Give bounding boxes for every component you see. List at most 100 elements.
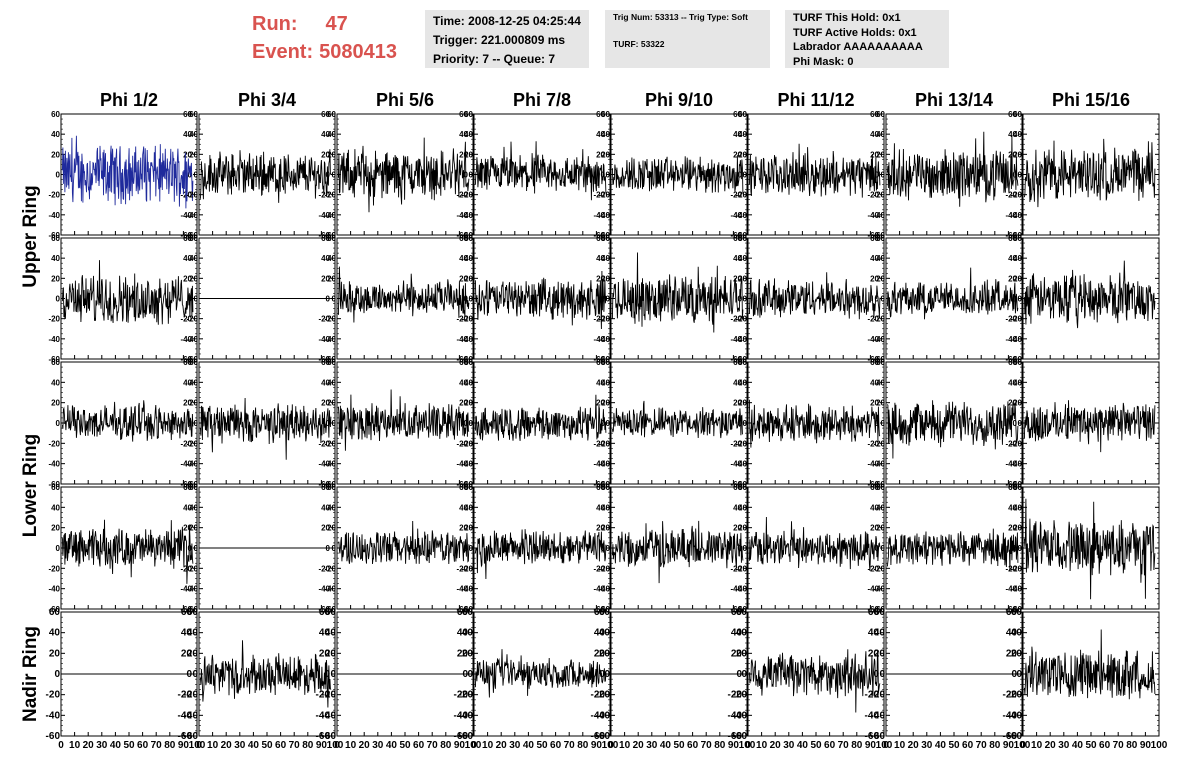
y-tick-label: -20: [867, 191, 879, 200]
y-tick-label: -40: [1005, 211, 1017, 220]
y-tick-label: 60: [876, 483, 885, 492]
y-tick-label: 60: [1008, 358, 1017, 367]
waveform-trace: [611, 252, 744, 333]
y-tick-label: 20: [1008, 150, 1017, 159]
y-tick-label: 60: [868, 607, 880, 618]
y-tick-label: 20: [321, 274, 330, 283]
x-tick-label: 70: [151, 740, 163, 751]
y-tick-label: 60: [183, 483, 192, 492]
x-tick-label: 60: [1099, 740, 1111, 751]
waveform-trace: [1023, 629, 1156, 700]
x-tick-label: 0: [745, 740, 751, 751]
y-tick-label: -20: [1005, 439, 1017, 448]
y-tick-label: 0: [1013, 419, 1018, 428]
column-header: Phi 13/14: [915, 90, 993, 110]
x-tick-label: 10: [894, 740, 906, 751]
y-tick-label: 60: [596, 234, 605, 243]
waveform-trace: [337, 520, 470, 565]
column-header: Phi 5/6: [376, 90, 434, 110]
y-tick-label: -40: [598, 460, 610, 469]
y-tick-label: -40: [730, 211, 742, 220]
y-tick-label: -60: [728, 731, 743, 742]
y-tick-label: -60: [735, 480, 747, 489]
y-tick-label: 60: [51, 358, 60, 367]
y-tick-label: -40: [593, 211, 605, 220]
y-tick-label: -20: [733, 690, 748, 701]
x-tick-label: 20: [1045, 740, 1057, 751]
y-tick-label: 20: [327, 150, 336, 159]
y-tick-label: 60: [464, 358, 473, 367]
y-tick-label: -60: [730, 231, 742, 240]
x-tick-label: 0: [58, 740, 64, 751]
y-tick-label: 60: [738, 110, 747, 119]
y-tick-label: 60: [459, 358, 468, 367]
x-tick-label: 70: [838, 740, 850, 751]
x-tick-label: 100: [1014, 740, 1031, 751]
y-tick-label: -20: [318, 315, 330, 324]
y-tick-label: 40: [51, 254, 60, 263]
y-tick-label: -20: [735, 439, 747, 448]
y-tick-label: 40: [321, 378, 330, 387]
y-tick-label: 40: [459, 254, 468, 263]
x-tick-label: 70: [427, 740, 439, 751]
x-tick-label: 70: [289, 740, 301, 751]
x-tick-label: 50: [399, 740, 411, 751]
x-tick-label: 50: [536, 740, 548, 751]
y-tick-label: -20: [1010, 439, 1022, 448]
column-header: Phi 9/10: [645, 90, 713, 110]
y-tick-label: 0: [332, 419, 337, 428]
y-tick-label: 60: [1008, 234, 1017, 243]
x-tick-label: 20: [633, 740, 645, 751]
turf-hold-text: TURF This Hold: 0x1: [793, 12, 901, 24]
y-tick-label: 20: [1006, 648, 1018, 659]
y-tick-label: -20: [730, 191, 742, 200]
y-tick-label: 60: [459, 483, 468, 492]
y-tick-label: -60: [730, 605, 742, 614]
y-tick-label: -40: [873, 211, 885, 220]
y-tick-label: -40: [180, 585, 192, 594]
waveform-trace: [1023, 498, 1156, 600]
y-tick-label: 60: [601, 110, 610, 119]
waveform-trace: [61, 519, 194, 584]
y-tick-label: 0: [606, 419, 611, 428]
y-tick-label: 40: [321, 254, 330, 263]
y-tick-label: 0: [56, 544, 61, 553]
y-tick-label: -60: [318, 605, 330, 614]
y-tick-label: -40: [180, 211, 192, 220]
y-tick-label: -20: [318, 439, 330, 448]
y-tick-label: -40: [593, 460, 605, 469]
y-tick-label: 60: [183, 358, 192, 367]
y-tick-label: -60: [593, 480, 605, 489]
x-tick-label: 10: [207, 740, 219, 751]
y-tick-label: 20: [1011, 648, 1023, 659]
y-tick-label: 20: [738, 150, 747, 159]
y-tick-label: 20: [183, 274, 192, 283]
y-tick-label: -20: [322, 690, 337, 701]
y-tick-label: 20: [457, 648, 469, 659]
y-tick-label: 0: [743, 419, 748, 428]
y-tick-label: -40: [318, 585, 330, 594]
x-tick-label: 20: [221, 740, 233, 751]
x-tick-label: 50: [123, 740, 135, 751]
y-tick-label: -20: [593, 564, 605, 573]
x-tick-label: 90: [1003, 740, 1015, 751]
x-tick-label: 0: [334, 740, 340, 751]
y-tick-label: 40: [594, 628, 606, 639]
y-tick-label: -40: [48, 585, 60, 594]
y-tick-label: -60: [1003, 731, 1018, 742]
phi-mask-text: Phi Mask: 0: [793, 55, 854, 68]
y-tick-label: 40: [183, 378, 192, 387]
y-tick-label: -20: [871, 690, 886, 701]
y-tick-label: 20: [596, 150, 605, 159]
x-tick-label: 30: [1058, 740, 1070, 751]
y-tick-label: 40: [601, 378, 610, 387]
y-tick-label: 0: [881, 171, 886, 180]
y-tick-label: 0: [332, 171, 337, 180]
y-tick-label: 40: [596, 378, 605, 387]
column-header: Phi 7/8: [513, 90, 571, 110]
y-tick-label: -40: [593, 585, 605, 594]
y-tick-label: 0: [743, 295, 748, 304]
y-tick-label: -20: [873, 564, 885, 573]
x-tick-label: 60: [413, 740, 425, 751]
y-tick-label: 60: [1006, 607, 1018, 618]
